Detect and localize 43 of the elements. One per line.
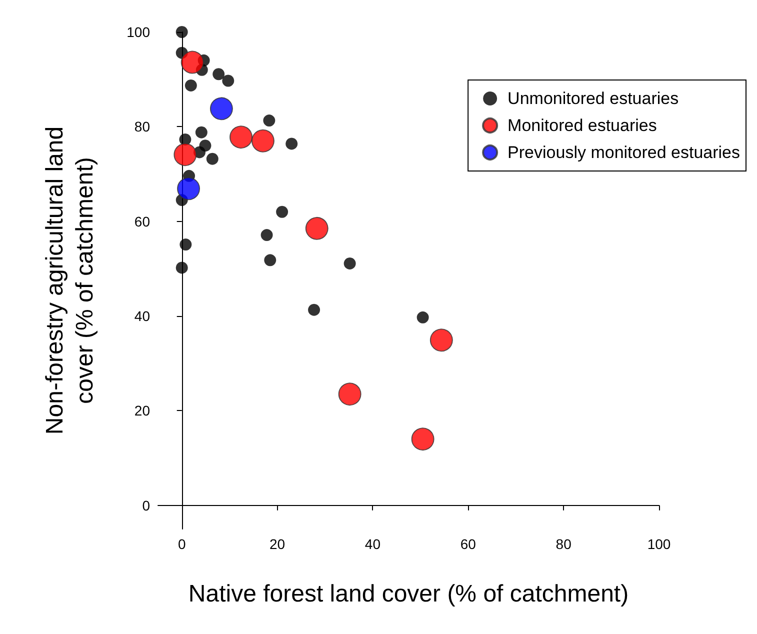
point: [206, 152, 218, 165]
y-tick-label: 0: [142, 497, 150, 514]
y-tick-label: 40: [134, 308, 150, 324]
point: [344, 257, 356, 270]
x-axis-title: Native forest land cover (% of catchment): [188, 580, 629, 608]
point: [180, 238, 192, 251]
point: [222, 74, 234, 87]
point: [411, 428, 434, 451]
y-tick-label: 100: [126, 24, 150, 40]
point: [260, 229, 273, 242]
legend-label: Previously monitored estuaries: [508, 143, 740, 162]
x-tick-label: 20: [269, 536, 286, 552]
legend-label: Monitored estuaries: [508, 116, 657, 135]
point: [264, 254, 276, 266]
point: [308, 304, 320, 316]
point: [416, 311, 429, 324]
point: [195, 126, 208, 138]
point: [184, 79, 197, 92]
point: [251, 129, 274, 152]
x-tick-label: 60: [460, 536, 476, 552]
y-axis-title: Non-forestry agricultural land cover (% of catchment): [42, 126, 98, 435]
x-tick-label: 40: [364, 536, 381, 552]
x-tick-label: 80: [556, 536, 572, 552]
point: [305, 216, 328, 240]
point: [176, 26, 188, 38]
point: [430, 328, 453, 352]
point: [174, 143, 197, 166]
legend-label: Unmonitored estuaries: [508, 89, 679, 108]
point: [210, 97, 233, 120]
point: [338, 382, 362, 406]
y-tick-label: 80: [134, 118, 150, 135]
point: [276, 206, 288, 218]
point: [177, 177, 200, 200]
y-tick-label: 20: [134, 402, 150, 419]
x-tick-label: 0: [178, 536, 186, 552]
point: [286, 138, 298, 150]
point: [263, 114, 276, 127]
point: [176, 262, 188, 274]
point: [180, 50, 204, 74]
x-tick-label: 100: [647, 536, 671, 552]
point: [212, 68, 225, 80]
point: [230, 126, 253, 149]
y-tick-label: 60: [134, 213, 150, 230]
